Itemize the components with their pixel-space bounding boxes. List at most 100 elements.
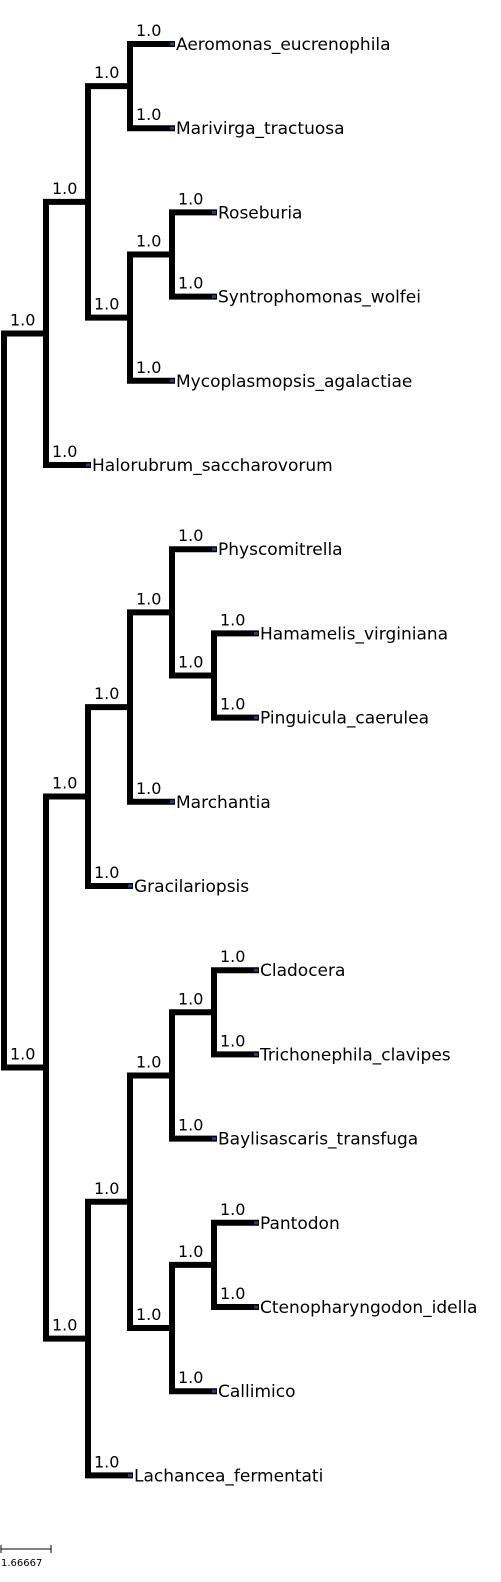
tree-branch	[127, 41, 175, 90]
tree-branch	[43, 330, 91, 468]
branch-support-label: 1.0	[94, 863, 119, 882]
taxon-label: Marchantia	[176, 793, 271, 813]
branch-support-label: 1.0	[220, 695, 245, 714]
branch-support-label: 1.0	[136, 1305, 161, 1324]
tree-branch	[127, 314, 175, 384]
tree-branch	[85, 83, 133, 205]
branch-support-label: 1.0	[136, 105, 161, 124]
branch-support-label: 1.0	[178, 189, 203, 208]
tree-labels: 1.0 1.0 1.0 1.0 Aeromonas_eucrenophila 1.0 Mar…	[10, 21, 477, 1486]
leaf-node	[212, 1137, 216, 1141]
taxon-label: Physcomitrella	[218, 540, 343, 560]
leaf-node	[254, 1221, 258, 1225]
taxon-label: Gracilariopsis	[134, 877, 249, 897]
tree-branch	[43, 793, 91, 1071]
taxon-label: Baylisascaris_transfuga	[218, 1130, 418, 1150]
branch-support-label: 1.0	[94, 1179, 119, 1198]
branch-support-label: 1.0	[136, 358, 161, 377]
branch-support-label: 1.0	[10, 1045, 35, 1064]
tree-branch	[211, 672, 259, 721]
branch-support-label: 1.0	[94, 63, 119, 82]
tree-branch	[1, 330, 49, 704]
branch-support-label: 1.0	[136, 1052, 161, 1071]
leaf-node	[212, 547, 216, 551]
branch-support-label: 1.0	[178, 526, 203, 545]
tree-branch	[127, 83, 175, 132]
tree-branch	[169, 1009, 217, 1079]
branch-support-label: 1.0	[178, 274, 203, 293]
leaf-node	[170, 379, 174, 383]
taxon-label: Roseburia	[218, 203, 302, 223]
branch-support-label: 1.0	[52, 179, 77, 198]
branch-support-label: 1.0	[220, 1031, 245, 1050]
tree-branch	[85, 1335, 133, 1479]
leaf-node	[128, 884, 132, 888]
taxon-label: Marivirga_tractuosa	[176, 119, 345, 139]
tree-branch	[211, 1009, 259, 1058]
branch-support-label: 1.0	[220, 610, 245, 629]
taxon-label: Callimico	[218, 1382, 296, 1402]
taxon-label: Ctenopharyngodon_idella	[260, 1298, 477, 1318]
leaf-node	[254, 631, 258, 635]
taxon-label: Aeromonas_eucrenophila	[176, 35, 391, 55]
tree-branch	[169, 1325, 217, 1395]
leaf-node	[254, 1305, 258, 1309]
branch-support-label: 1.0	[178, 1116, 203, 1135]
taxon-label: Pantodon	[260, 1214, 340, 1234]
leaf-node	[170, 126, 174, 130]
branch-support-label: 1.0	[220, 1200, 245, 1219]
taxon-label: Hamamelis_virginiana	[260, 624, 448, 644]
taxon-label: Lachancea_fermentati	[134, 1466, 323, 1486]
branch-support-label: 1.0	[136, 232, 161, 251]
branch-support-label: 1.0	[94, 295, 119, 314]
tree-branch	[169, 251, 217, 300]
leaf-node	[170, 800, 174, 804]
taxon-label: Trichonephila_clavipes	[259, 1045, 451, 1065]
branch-support-label: 1.0	[52, 1316, 77, 1335]
tree-branch	[211, 967, 259, 1016]
branch-support-label: 1.0	[178, 1242, 203, 1261]
tree-branch	[43, 198, 91, 337]
tree-branch	[169, 609, 217, 679]
tree-branch	[127, 704, 175, 805]
taxon-label: Halorubrum_saccharovorum	[92, 456, 333, 476]
branch-support-label: 1.0	[94, 1452, 119, 1471]
branch-support-label: 1.0	[220, 1284, 245, 1303]
leaf-node	[254, 968, 258, 972]
tree-branch	[1, 697, 49, 1071]
tree-branch	[211, 1219, 259, 1268]
branch-support-label: 1.0	[178, 653, 203, 672]
branch-support-label: 1.0	[52, 774, 77, 793]
leaf-node	[128, 1473, 132, 1477]
scale-bar-label: 1.66667	[1, 1558, 42, 1569]
tree-branches	[1, 41, 259, 1479]
tree-branch	[127, 609, 175, 711]
branch-support-label: 1.0	[136, 21, 161, 40]
tree-branch	[85, 793, 133, 889]
branch-support-label: 1.0	[136, 589, 161, 608]
tree-branch	[169, 1261, 217, 1332]
leaf-node	[212, 210, 216, 214]
leaf-node	[254, 716, 258, 720]
branch-support-label: 1.0	[136, 779, 161, 798]
tree-branch	[127, 1072, 175, 1205]
leaf-node	[254, 1052, 258, 1056]
tree-branch	[169, 1072, 217, 1142]
tree-branch	[169, 546, 217, 616]
branch-support-label: 1.0	[178, 989, 203, 1008]
tree-branch	[211, 1261, 259, 1310]
branch-support-label: 1.0	[10, 310, 35, 329]
tree-branch	[43, 1064, 91, 1342]
branch-support-label: 1.0	[52, 442, 77, 461]
tree-branch	[169, 209, 217, 258]
scale-bar: 1.66667	[0, 1545, 52, 1569]
branch-support-label: 1.0	[220, 947, 245, 966]
taxon-label: Mycoplasmopsis_agalactiae	[176, 372, 412, 392]
taxon-label: Pinguicula_caerulea	[260, 709, 429, 729]
leaf-node	[86, 463, 90, 467]
tree-branch	[127, 1198, 175, 1332]
tree-branch	[127, 251, 175, 321]
taxon-label: Cladocera	[260, 961, 345, 981]
branch-support-label: 1.0	[178, 1368, 203, 1387]
